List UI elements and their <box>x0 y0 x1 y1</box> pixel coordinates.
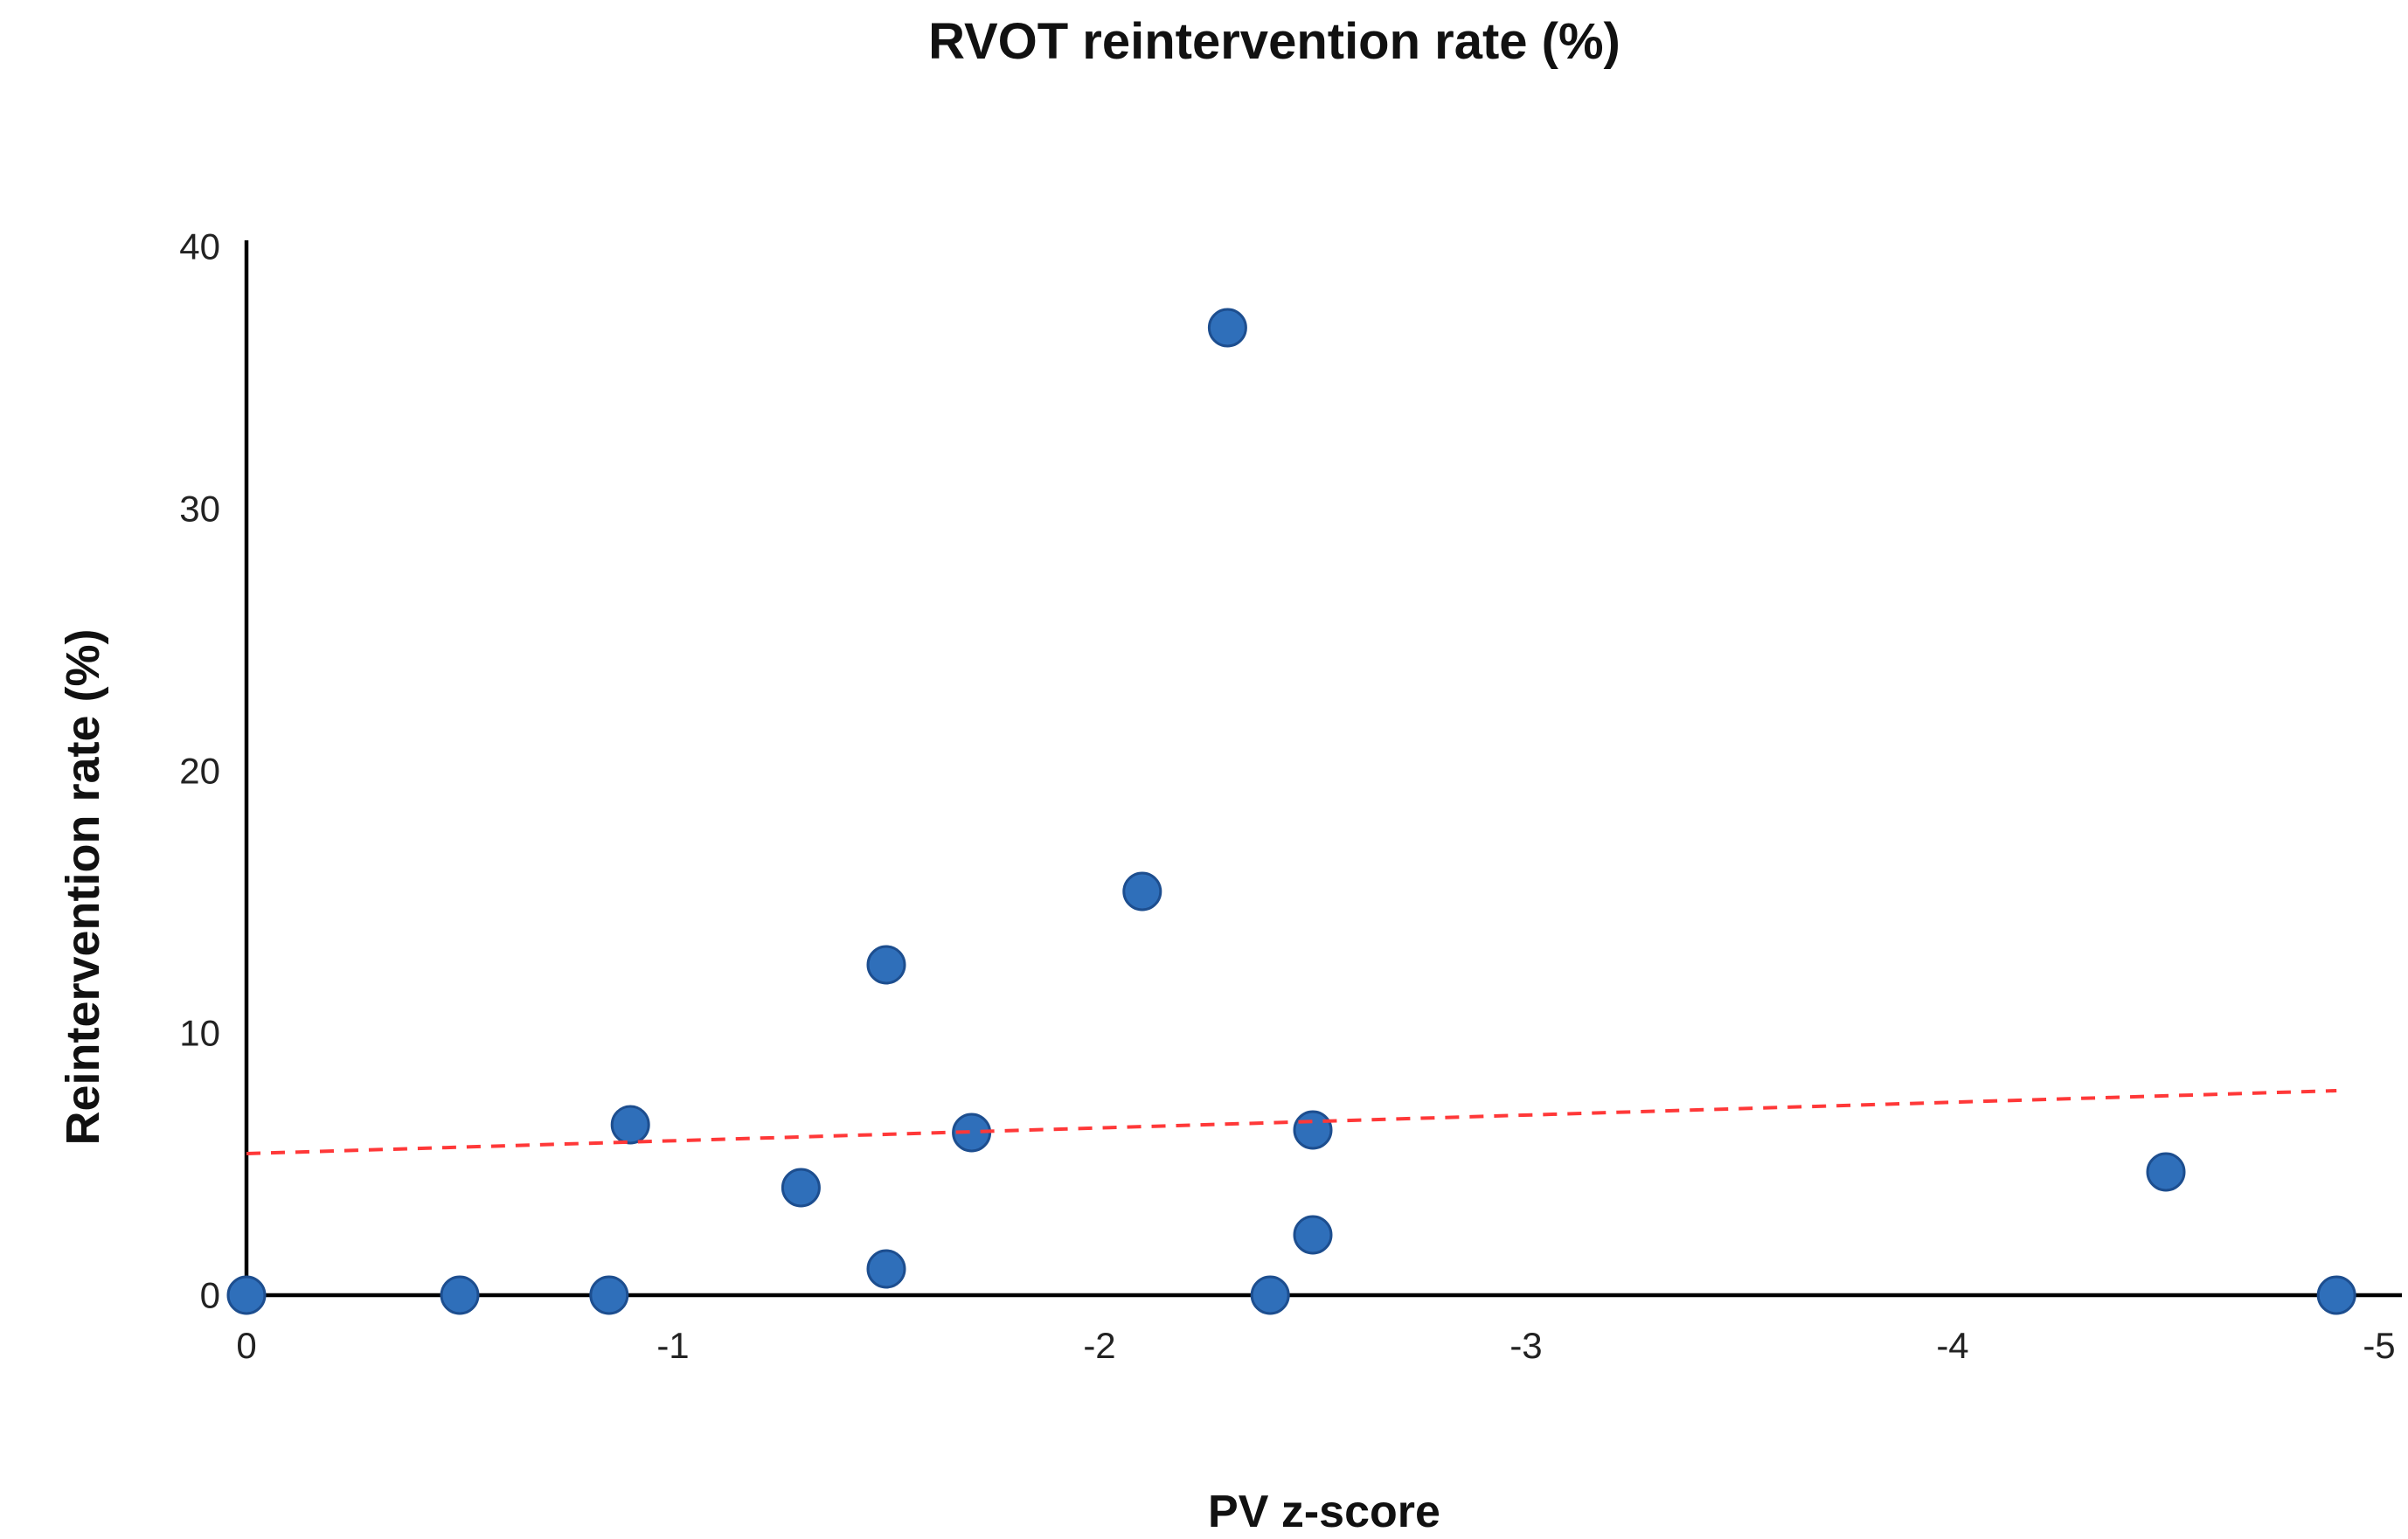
data-point <box>781 1168 821 1208</box>
data-point <box>226 1275 267 1315</box>
data-point <box>866 1249 906 1289</box>
y-tick-label: 30 <box>179 489 220 530</box>
data-point <box>1122 871 1162 912</box>
y-tick-label: 40 <box>179 226 220 267</box>
x-axis-title: PV z-score <box>1208 1487 1440 1537</box>
trend-line <box>246 1089 2337 1155</box>
data-point <box>866 945 906 985</box>
data-point <box>2316 1275 2356 1315</box>
data-point <box>1250 1275 1290 1315</box>
x-tick-label: -5 <box>2363 1325 2395 1366</box>
x-tick-label: 0 <box>236 1325 256 1366</box>
data-point <box>440 1275 480 1315</box>
x-tick-label: -4 <box>1936 1325 1968 1366</box>
y-tick-label: 0 <box>200 1275 220 1316</box>
data-point <box>1207 308 1247 348</box>
data-point <box>610 1105 650 1145</box>
data-point <box>589 1275 629 1315</box>
data-point <box>1293 1215 1333 1255</box>
x-tick-label: -1 <box>656 1325 689 1366</box>
x-tick-label: -3 <box>1509 1325 1542 1366</box>
chart-title: RVOT reintervention rate (%) <box>928 13 1620 70</box>
x-tick-label: -2 <box>1083 1325 1115 1366</box>
y-tick-label: 10 <box>179 1013 220 1054</box>
data-point <box>2146 1152 2186 1192</box>
data-point <box>1293 1110 1333 1150</box>
y-tick-label: 20 <box>179 751 220 792</box>
